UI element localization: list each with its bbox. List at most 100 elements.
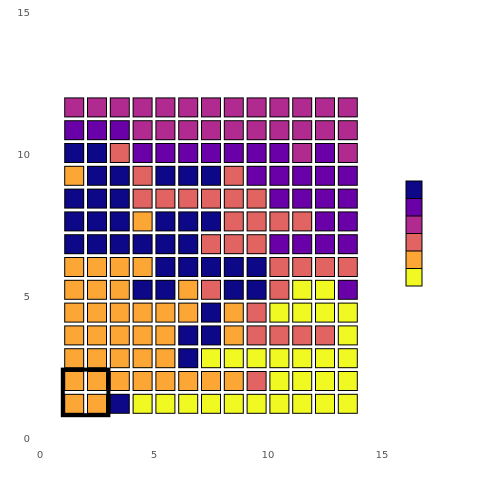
grid-cell[interactable] [337, 393, 358, 414]
grid-cell[interactable] [87, 97, 107, 118]
grid-cell[interactable] [155, 97, 176, 118]
grid-cell[interactable] [223, 97, 244, 118]
grid-cell[interactable] [269, 97, 290, 118]
grid-cell[interactable] [132, 143, 153, 163]
grid-cell[interactable] [246, 211, 267, 232]
cell-grid[interactable] [64, 97, 358, 414]
grid-cell[interactable] [223, 143, 244, 163]
grid-cell[interactable] [178, 211, 199, 232]
grid-cell[interactable] [292, 279, 313, 300]
grid-cell[interactable] [223, 348, 244, 369]
grid-cell[interactable] [337, 302, 358, 323]
grid-cell[interactable] [315, 325, 335, 346]
grid-cell[interactable] [201, 188, 221, 209]
grid-cell[interactable] [223, 371, 244, 391]
grid-cell[interactable] [132, 211, 153, 232]
grid-cell[interactable] [64, 348, 85, 369]
grid-cell[interactable] [155, 371, 176, 391]
grid-cell[interactable] [87, 211, 107, 232]
grid-cell[interactable] [64, 97, 85, 118]
grid-cell[interactable] [178, 143, 199, 163]
grid-cell[interactable] [132, 97, 153, 118]
grid-cell[interactable] [87, 188, 107, 209]
grid-cell[interactable] [87, 325, 107, 346]
grid-cell[interactable] [155, 120, 176, 141]
grid-cell[interactable] [292, 371, 313, 391]
grid-cell[interactable] [132, 279, 153, 300]
grid-cell[interactable] [132, 165, 153, 186]
grid-cell[interactable] [315, 188, 335, 209]
grid-cell[interactable] [292, 143, 313, 163]
grid-cell[interactable] [269, 279, 290, 300]
grid-cell[interactable] [292, 165, 313, 186]
grid-cell[interactable] [201, 348, 221, 369]
grid-cell[interactable] [109, 393, 130, 414]
grid-cell[interactable] [201, 325, 221, 346]
grid-cell[interactable] [155, 188, 176, 209]
grid-cell[interactable] [292, 348, 313, 369]
grid-cell[interactable] [155, 348, 176, 369]
grid-cell[interactable] [132, 257, 153, 277]
grid-cell[interactable] [132, 348, 153, 369]
grid-cell[interactable] [178, 188, 199, 209]
grid-cell[interactable] [87, 120, 107, 141]
grid-cell[interactable] [223, 211, 244, 232]
grid-cell[interactable] [109, 348, 130, 369]
grid-cell[interactable] [269, 120, 290, 141]
grid-cell[interactable] [246, 165, 267, 186]
grid-cell[interactable] [269, 165, 290, 186]
grid-cell[interactable] [315, 234, 335, 255]
grid-cell[interactable] [155, 165, 176, 186]
grid-cell[interactable] [109, 211, 130, 232]
grid-cell[interactable] [155, 393, 176, 414]
grid-cell[interactable] [178, 165, 199, 186]
grid-cell[interactable] [337, 143, 358, 163]
grid-cell[interactable] [109, 325, 130, 346]
grid-cell[interactable] [269, 257, 290, 277]
grid-cell[interactable] [109, 257, 130, 277]
grid-cell[interactable] [246, 97, 267, 118]
grid-cell[interactable] [178, 302, 199, 323]
grid-cell[interactable] [292, 302, 313, 323]
grid-cell[interactable] [178, 279, 199, 300]
grid-cell[interactable] [201, 143, 221, 163]
grid-cell[interactable] [201, 120, 221, 141]
grid-cell[interactable] [64, 393, 85, 414]
grid-cell[interactable] [87, 393, 107, 414]
grid-cell[interactable] [337, 371, 358, 391]
grid-cell[interactable] [201, 371, 221, 391]
grid-cell[interactable] [292, 211, 313, 232]
grid-cell[interactable] [223, 302, 244, 323]
grid-cell[interactable] [109, 120, 130, 141]
grid-cell[interactable] [201, 302, 221, 323]
grid-cell[interactable] [315, 97, 335, 118]
grid-cell[interactable] [269, 371, 290, 391]
grid-cell[interactable] [337, 325, 358, 346]
grid-cell[interactable] [269, 188, 290, 209]
grid-cell[interactable] [178, 257, 199, 277]
grid-cell[interactable] [201, 165, 221, 186]
grid-cell[interactable] [64, 143, 85, 163]
grid-cell[interactable] [178, 348, 199, 369]
grid-cell[interactable] [223, 234, 244, 255]
grid-cell[interactable] [246, 143, 267, 163]
grid-cell[interactable] [132, 371, 153, 391]
grid-cell[interactable] [64, 371, 85, 391]
grid-cell[interactable] [292, 257, 313, 277]
grid-cell[interactable] [246, 393, 267, 414]
grid-cell[interactable] [337, 211, 358, 232]
grid-cell[interactable] [246, 371, 267, 391]
grid-cell[interactable] [223, 325, 244, 346]
grid-cell[interactable] [315, 371, 335, 391]
grid-cell[interactable] [132, 302, 153, 323]
grid-cell[interactable] [109, 234, 130, 255]
grid-cell[interactable] [201, 393, 221, 414]
grid-cell[interactable] [315, 302, 335, 323]
grid-cell[interactable] [64, 257, 85, 277]
grid-cell[interactable] [87, 257, 107, 277]
grid-cell[interactable] [64, 211, 85, 232]
grid-cell[interactable] [315, 393, 335, 414]
grid-cell[interactable] [269, 211, 290, 232]
grid-cell[interactable] [269, 302, 290, 323]
